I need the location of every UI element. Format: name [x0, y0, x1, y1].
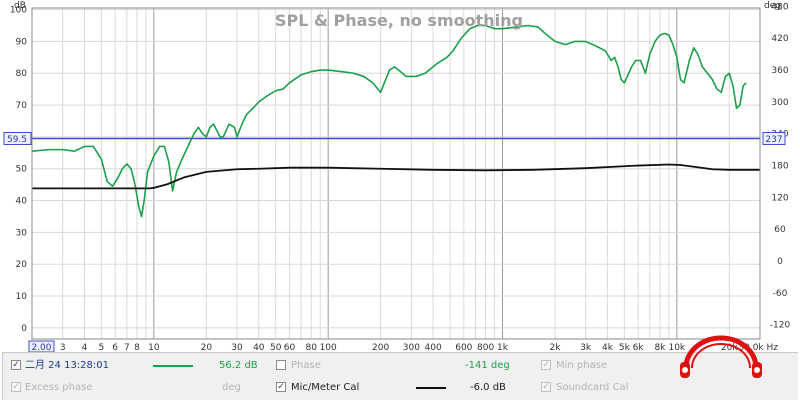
- headphones-logo-icon: [680, 335, 762, 378]
- x-tick-label: 200: [372, 343, 389, 352]
- left-tick-label: 20: [16, 260, 28, 270]
- right-tick-label: 120: [771, 193, 788, 203]
- x-tick-label: 5k: [619, 343, 631, 352]
- left-tick-label: 30: [16, 228, 28, 238]
- left-tick-label: 70: [16, 101, 28, 111]
- right-tick-label: 300: [771, 98, 788, 108]
- x-tick-label: 30.0k Hz: [738, 343, 778, 352]
- legend-row-1: ✓ 二月 24 13:28:01 56.2 dB Phase -141 deg …: [3, 355, 798, 377]
- x-tick-label: 10: [148, 343, 160, 352]
- soundcard-cal-checkbox[interactable]: ✓: [541, 382, 551, 392]
- x-tick-label: 8: [134, 343, 140, 352]
- right-tick-label: 360: [771, 66, 788, 76]
- mic-meter-cal-checkbox[interactable]: ✓: [276, 382, 286, 392]
- left-tick-label: 40: [16, 197, 28, 207]
- cal-value: -6.0 dB: [470, 382, 506, 393]
- x-tick-label: 40: [253, 343, 265, 352]
- chart-title: SPL & Phase, no smoothing: [275, 11, 523, 30]
- x-tick-label: 30: [231, 343, 243, 352]
- x-axis-ticks: 2.00 3 4 5 6 7 8 10 20 30 40 50 60 80 100 200 300 400 600 8…: [28, 340, 778, 352]
- left-tick-label: 100: [10, 6, 27, 16]
- x-tick-label: 20k: [721, 343, 738, 352]
- spl-value: 56.2 dB: [219, 360, 258, 371]
- x-tick-label: 6k: [633, 343, 645, 352]
- excess-phase-unit: deg: [222, 382, 241, 393]
- left-axis-unit: dB: [14, 1, 26, 11]
- chart-background: [0, 0, 800, 352]
- measurement-checkbox[interactable]: ✓: [11, 360, 21, 370]
- right-marker-box: [762, 131, 786, 145]
- right-tick-label: 180: [771, 162, 788, 172]
- left-tick-label: 90: [16, 37, 28, 47]
- excess-phase-label: Excess phase: [25, 382, 93, 393]
- soundcard-cal-label: Soundcard Cal: [556, 382, 629, 393]
- x-tick-label: 400: [425, 343, 442, 352]
- phase-checkbox[interactable]: [276, 360, 286, 370]
- left-tick-label: 50: [16, 165, 28, 175]
- spl-swatch: [153, 365, 193, 367]
- right-tick-label: -120: [770, 321, 791, 331]
- x-tick-label: 100: [320, 343, 337, 352]
- right-tick-label: 480: [771, 2, 788, 12]
- left-marker-label: 59.5: [7, 135, 27, 145]
- x-tick-label: 50: [270, 343, 282, 352]
- min-phase-checkbox[interactable]: ✓: [541, 360, 551, 370]
- x-tick-label: 3: [60, 343, 66, 352]
- x-tick-label: 60: [284, 343, 296, 352]
- x-tick-label: 600: [455, 343, 472, 352]
- x-tick-label: 3k: [580, 343, 592, 352]
- x-tick-label: 1k: [497, 343, 509, 352]
- x-tick-label: 800: [477, 343, 494, 352]
- x-tick-label: 4: [82, 343, 88, 352]
- series-lines: [31, 24, 760, 218]
- left-axis-ticks: 010203040506070809010059.5: [3, 6, 32, 334]
- cal-swatch: [416, 387, 446, 389]
- x-tick-label: 5: [99, 343, 105, 352]
- excess-phase-checkbox[interactable]: ✓: [11, 382, 21, 392]
- left-tick-label: 0: [21, 324, 27, 334]
- plot-frame: [31, 7, 761, 340]
- right-axis-ticks: -120-60060120180240300360420480237: [762, 2, 791, 331]
- x-tick-label: 20: [201, 343, 213, 352]
- x-tick-label: 6: [112, 343, 118, 352]
- spl-phase-chart: 010203040506070809010059.5 -120-60060120…: [0, 0, 800, 352]
- right-marker-label: 237: [765, 135, 782, 145]
- x-tick-label: 300: [403, 343, 420, 352]
- x-tick-label: 2k: [550, 343, 562, 352]
- horizontal-gridlines: [32, 9, 760, 329]
- measurement-label[interactable]: 二月 24 13:28:01: [25, 360, 109, 371]
- right-tick-label: 0: [777, 257, 783, 267]
- cal-series-line: [32, 163, 760, 190]
- spl-series-line: [31, 24, 747, 218]
- phase-label: Phase: [291, 360, 321, 371]
- x-start-marker-box: [28, 340, 55, 352]
- mic-meter-cal-label: Mic/Meter Cal: [291, 382, 360, 393]
- legend-row-2: ✓ Excess phase deg ✓ Mic/Meter Cal -6.0 …: [3, 377, 798, 399]
- x-tick-label: 10k: [668, 343, 685, 352]
- legend-panel: ✓ 二月 24 13:28:01 56.2 dB Phase -141 deg …: [2, 352, 798, 400]
- x-tick-label: 4k: [602, 343, 614, 352]
- x-tick-label: 7: [124, 343, 130, 352]
- left-marker-box: [3, 131, 32, 145]
- right-tick-label: 60: [774, 225, 786, 235]
- right-axis-unit: deg: [764, 1, 781, 11]
- x-tick-label: 80: [306, 343, 318, 352]
- right-tick-label: 420: [771, 34, 788, 44]
- min-phase-label: Min phase: [556, 360, 608, 371]
- x-tick-label: 8k: [654, 343, 666, 352]
- left-tick-label: 80: [16, 69, 28, 79]
- right-tick-label: -60: [773, 289, 788, 299]
- phase-value: -141 deg: [465, 360, 510, 371]
- x-tick-label: 2.00: [31, 343, 51, 352]
- left-tick-label: 10: [16, 292, 28, 302]
